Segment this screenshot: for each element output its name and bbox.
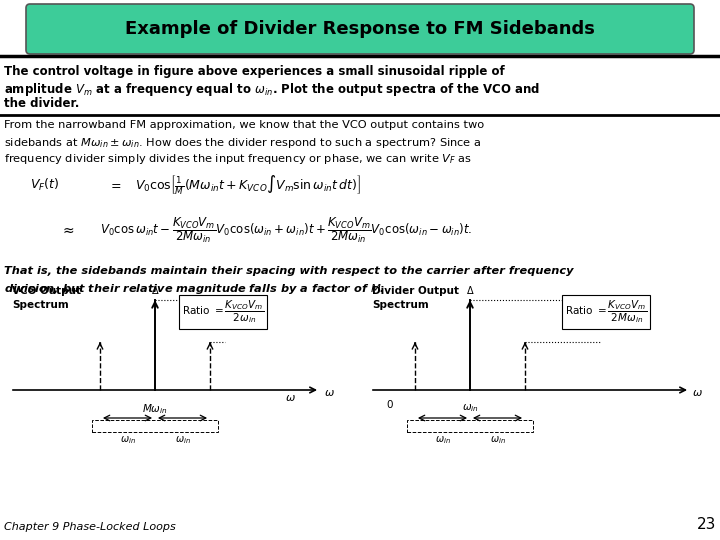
Text: $=$: $=$ — [108, 179, 122, 192]
Text: amplitude $V_m$ at a frequency equal to $\omega_{in}$. Plot the output spectra o: amplitude $V_m$ at a frequency equal to … — [4, 81, 540, 98]
Text: the divider.: the divider. — [4, 97, 79, 110]
Text: $\omega_{in}$: $\omega_{in}$ — [120, 434, 135, 446]
Text: 0: 0 — [387, 400, 393, 410]
Text: $V_0\cos\omega_{in}t - \dfrac{K_{VCO}V_m}{2M\omega_{in}}V_0\cos(\omega_{in}+\ome: $V_0\cos\omega_{in}t - \dfrac{K_{VCO}V_m… — [100, 215, 472, 245]
Text: $\approx$: $\approx$ — [60, 223, 75, 237]
Text: $\Delta$: $\Delta$ — [150, 284, 159, 296]
Text: Spectrum: Spectrum — [12, 300, 68, 310]
Bar — [407, 420, 533, 432]
FancyBboxPatch shape — [26, 4, 694, 54]
Text: $\omega$: $\omega$ — [284, 393, 295, 403]
Text: $\omega_{in}$: $\omega_{in}$ — [174, 434, 191, 446]
Text: $\omega_{in}$: $\omega_{in}$ — [462, 402, 478, 414]
Text: sidebands at $M\omega_{in} \pm \omega_{in}$. How does the divider respond to suc: sidebands at $M\omega_{in} \pm \omega_{i… — [4, 136, 482, 150]
Text: $V_F(t)$: $V_F(t)$ — [30, 177, 60, 193]
Text: 23: 23 — [697, 517, 716, 532]
Text: $V_0\cos\!\left[\frac{1}{M}(M\omega_{in}t + K_{VCO}\int V_m\sin\omega_{in}t\,dt): $V_0\cos\!\left[\frac{1}{M}(M\omega_{in}… — [135, 173, 361, 197]
Text: The control voltage in figure above experiences a small sinusoidal ripple of: The control voltage in figure above expe… — [4, 65, 505, 78]
Text: $M\omega_{in}$: $M\omega_{in}$ — [142, 402, 168, 416]
Text: $\omega_{in}$: $\omega_{in}$ — [435, 434, 451, 446]
Text: Ratio $= \dfrac{K_{VCO}V_m}{2\omega_{in}}$: Ratio $= \dfrac{K_{VCO}V_m}{2\omega_{in}… — [182, 299, 264, 326]
Text: From the narrowband FM approximation, we know that the VCO output contains two: From the narrowband FM approximation, we… — [4, 120, 485, 130]
Text: $\omega$: $\omega$ — [692, 388, 703, 398]
Text: $\Delta$: $\Delta$ — [466, 284, 474, 296]
Text: Divider Output: Divider Output — [372, 286, 459, 296]
Text: $\omega_{in}$: $\omega_{in}$ — [490, 434, 505, 446]
Text: That is, the sidebands maintain their spacing with respect to the carrier after : That is, the sidebands maintain their sp… — [4, 266, 574, 276]
Text: Example of Divider Response to FM Sidebands: Example of Divider Response to FM Sideba… — [125, 20, 595, 38]
Text: Ratio $= \dfrac{K_{VCO}V_m}{2M\omega_{in}}$: Ratio $= \dfrac{K_{VCO}V_m}{2M\omega_{in… — [565, 299, 647, 326]
Text: $\omega$: $\omega$ — [324, 388, 335, 398]
Text: frequency divider simply divides the input frequency or phase, we can write $V_F: frequency divider simply divides the inp… — [4, 152, 472, 166]
Bar — [92, 420, 218, 432]
Text: division, but their relative magnitude falls by a factor of $M$.: division, but their relative magnitude f… — [4, 282, 385, 296]
Text: Chapter 9 Phase-Locked Loops: Chapter 9 Phase-Locked Loops — [4, 522, 176, 532]
Text: Spectrum: Spectrum — [372, 300, 428, 310]
Text: VCO Output: VCO Output — [12, 286, 81, 296]
